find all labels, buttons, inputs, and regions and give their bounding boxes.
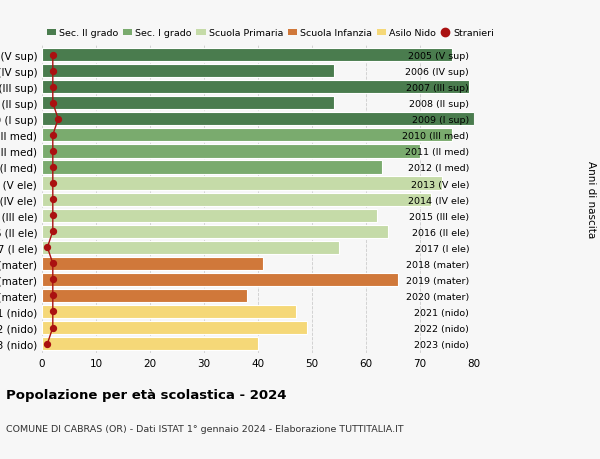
Bar <box>42 81 469 94</box>
Point <box>48 212 58 219</box>
Point <box>48 132 58 139</box>
Point <box>48 148 58 155</box>
Bar <box>42 97 334 110</box>
Point <box>48 100 58 107</box>
Bar <box>42 161 382 174</box>
Bar <box>42 193 431 206</box>
Point <box>48 324 58 331</box>
Bar <box>42 177 442 190</box>
Point <box>48 68 58 75</box>
Point <box>48 260 58 268</box>
Bar <box>42 321 307 334</box>
Point <box>53 116 63 123</box>
Bar <box>42 129 452 142</box>
Bar <box>42 289 247 302</box>
Bar <box>42 209 377 222</box>
Point <box>43 340 52 347</box>
Text: Anni di nascita: Anni di nascita <box>586 161 596 238</box>
Point <box>48 164 58 171</box>
Point <box>48 308 58 315</box>
Legend: Sec. II grado, Sec. I grado, Scuola Primaria, Scuola Infanzia, Asilo Nido, Stran: Sec. II grado, Sec. I grado, Scuola Prim… <box>47 29 494 38</box>
Bar <box>42 113 474 126</box>
Text: Popolazione per età scolastica - 2024: Popolazione per età scolastica - 2024 <box>6 388 287 401</box>
Point <box>48 52 58 59</box>
Point <box>43 244 52 252</box>
Point <box>48 276 58 283</box>
Bar <box>42 65 334 78</box>
Point <box>48 196 58 203</box>
Bar <box>42 49 452 62</box>
Text: COMUNE DI CABRAS (OR) - Dati ISTAT 1° gennaio 2024 - Elaborazione TUTTITALIA.IT: COMUNE DI CABRAS (OR) - Dati ISTAT 1° ge… <box>6 425 404 434</box>
Bar <box>42 225 388 238</box>
Bar <box>42 337 258 350</box>
Bar <box>42 305 296 319</box>
Point <box>48 84 58 91</box>
Bar <box>42 257 263 270</box>
Bar <box>42 273 398 286</box>
Point <box>48 228 58 235</box>
Point <box>48 292 58 299</box>
Point <box>48 180 58 187</box>
Bar <box>42 241 339 254</box>
Bar <box>42 145 420 158</box>
